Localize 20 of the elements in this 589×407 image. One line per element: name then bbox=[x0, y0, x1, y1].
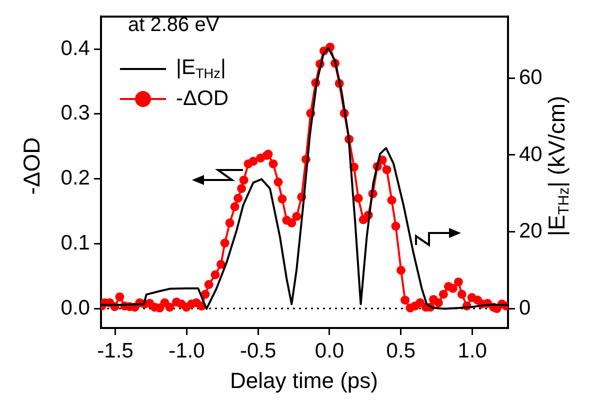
y-tick-label: 0.1 bbox=[60, 231, 90, 254]
x-axis-title: Delay time (ps) bbox=[230, 368, 378, 394]
legend-label: -ΔOD bbox=[176, 87, 229, 111]
x-tick-label: -0.5 bbox=[240, 339, 276, 362]
y-axis-title: -ΔOD bbox=[18, 137, 46, 195]
y-tick-label: 0.0 bbox=[60, 296, 90, 320]
y-tick-label: 0.4 bbox=[60, 36, 90, 60]
y2-tick-label: 40 bbox=[519, 142, 542, 166]
legend-label: |E$_{THz}$| bbox=[176, 56, 226, 82]
y2-tick-label: 20 bbox=[519, 220, 542, 243]
y-tick-label: 0.3 bbox=[60, 102, 90, 125]
x-tick-label: 1.0 bbox=[458, 339, 487, 362]
x-tick-label: 0.5 bbox=[386, 339, 416, 362]
x-tick-label: -1.0 bbox=[168, 339, 205, 362]
y2-tick-label: 0 bbox=[519, 296, 531, 320]
y-tick-label: 0.2 bbox=[60, 166, 90, 190]
x-tick-label: -1.5 bbox=[97, 339, 134, 362]
x-tick-label: 0.0 bbox=[314, 339, 344, 362]
annotation: at 2.86 eV bbox=[128, 14, 220, 37]
y2-tick-label: 60 bbox=[519, 66, 542, 89]
